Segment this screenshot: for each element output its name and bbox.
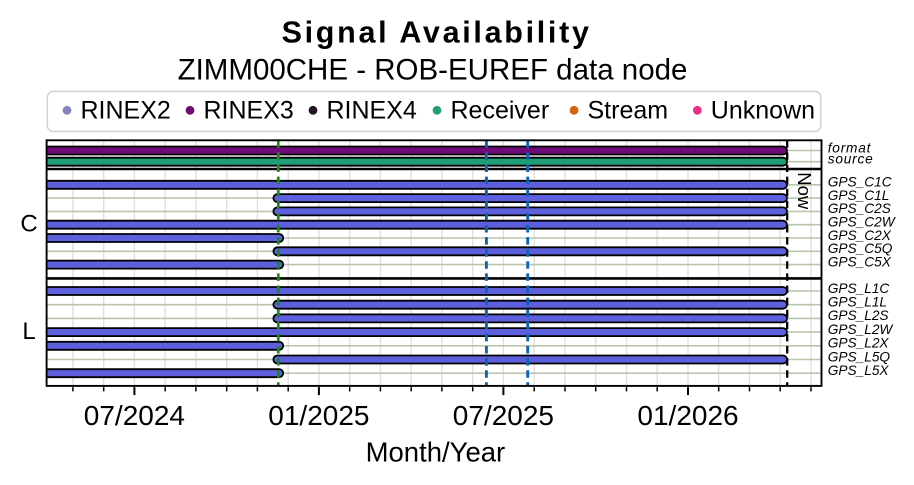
svg-text:GPS_L2W: GPS_L2W xyxy=(828,322,894,337)
svg-text:Signal Availability: Signal Availability xyxy=(282,15,592,49)
svg-text:GPS_L1L: GPS_L1L xyxy=(828,295,887,310)
svg-text:GPS_C2S: GPS_C2S xyxy=(828,201,891,216)
svg-text:source: source xyxy=(828,152,874,167)
svg-text:Now: Now xyxy=(794,172,815,210)
svg-text:RINEX4: RINEX4 xyxy=(327,97,417,125)
svg-text:GPS_L1C: GPS_L1C xyxy=(828,281,890,296)
svg-text:GPS_C2X: GPS_C2X xyxy=(828,228,892,243)
svg-text:GPS_C5Q: GPS_C5Q xyxy=(828,241,893,256)
svg-text:07/2024: 07/2024 xyxy=(84,400,185,431)
svg-text:GPS_L5Q: GPS_L5Q xyxy=(828,349,891,364)
svg-text:L: L xyxy=(22,318,35,345)
svg-text:Stream: Stream xyxy=(588,97,669,125)
svg-text:RINEX2: RINEX2 xyxy=(81,97,171,125)
svg-text:Receiver: Receiver xyxy=(451,97,550,125)
svg-text:GPS_L2S: GPS_L2S xyxy=(828,308,889,323)
svg-text:Month/Year: Month/Year xyxy=(366,436,506,467)
svg-text:GPS_C1L: GPS_C1L xyxy=(828,188,890,203)
svg-text:GPS_L5X: GPS_L5X xyxy=(828,363,890,378)
svg-text:GPS_C1C: GPS_C1C xyxy=(828,175,892,190)
svg-text:GPS_L2X: GPS_L2X xyxy=(828,336,890,351)
svg-text:01/2026: 01/2026 xyxy=(637,400,738,431)
svg-text:RINEX3: RINEX3 xyxy=(204,97,294,125)
svg-text:01/2025: 01/2025 xyxy=(268,400,369,431)
svg-text:C: C xyxy=(20,210,37,237)
svg-text:Unknown: Unknown xyxy=(711,97,815,125)
svg-text:07/2025: 07/2025 xyxy=(453,400,554,431)
svg-text:ZIMM00CHE - ROB-EUREF data nod: ZIMM00CHE - ROB-EUREF data node xyxy=(178,54,688,87)
svg-text:GPS_C5X: GPS_C5X xyxy=(828,254,892,269)
svg-text:format: format xyxy=(828,140,872,155)
svg-text:GPS_C2W: GPS_C2W xyxy=(828,215,896,230)
